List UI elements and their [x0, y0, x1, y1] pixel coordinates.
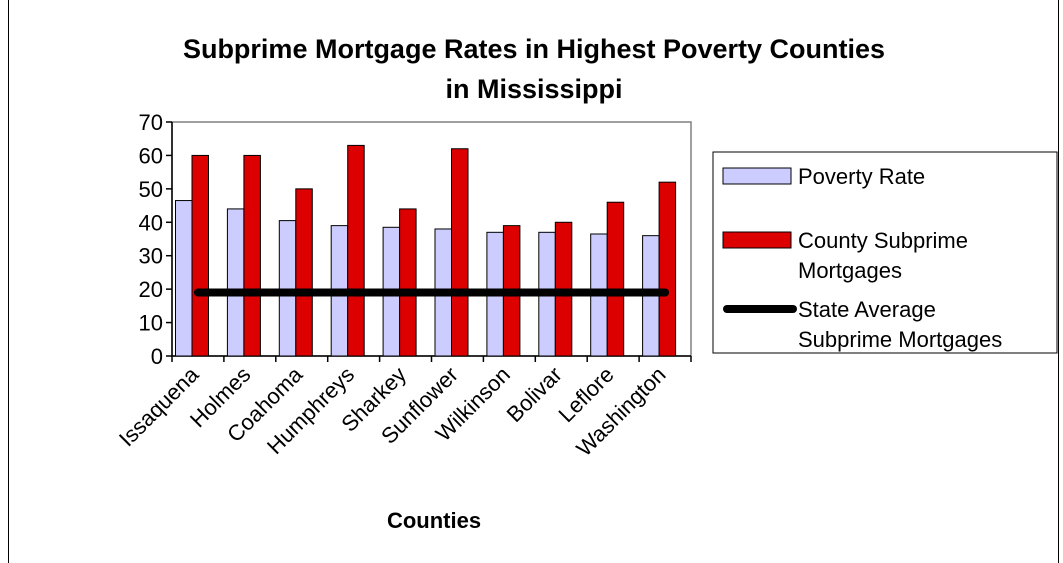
subprime-bar-sunflower: [451, 148, 469, 357]
poverty-rate-bar-holmes: [226, 208, 245, 357]
y-tick-label: 20: [139, 277, 163, 302]
subprime-bar-humphreys: [347, 144, 365, 357]
bars: [171, 144, 692, 362]
chart-frame: [8, 0, 1059, 563]
chart-title-line-2: in Mississippi: [445, 74, 622, 104]
legend-swatch-1: [722, 231, 792, 249]
chart-title: Subprime Mortgage Rates in Highest Pover…: [183, 34, 885, 104]
subprime-bar-holmes: [243, 154, 261, 357]
x-axis-tick-labels: IssaquenaHolmesCoahomaHumphreysSharkeySu…: [114, 361, 671, 461]
poverty-rate-bar-coahoma: [278, 220, 297, 357]
y-tick-label: 50: [139, 177, 163, 202]
subprime-bar-coahoma: [295, 188, 313, 357]
legend-label-2-line-1: Subprime Mortgages: [798, 327, 1002, 352]
y-axis: 0 10 20 30 40 50 60 70: [139, 110, 691, 369]
subprime-bar-leflore: [606, 201, 625, 357]
x-tick-label-bolivar: Bolivar: [502, 362, 567, 427]
y-tick-label: 30: [139, 244, 163, 269]
chart-title-line-1: Subprime Mortgage Rates in Highest Pover…: [183, 34, 885, 64]
legend-box: [712, 151, 1058, 354]
legend-swatch-0: [722, 167, 792, 185]
legend-label-1-line-0: County Subprime: [798, 228, 968, 253]
legend-label-2-line-0: State Average: [798, 297, 936, 322]
legend-label-0-line-0: Poverty Rate: [798, 164, 925, 189]
legend: Poverty Rate County Subprime Mortgages Stat…: [712, 151, 1058, 354]
subprime-bar-washington: [658, 181, 677, 357]
y-tick-label: 70: [139, 110, 163, 135]
y-tick-label: 60: [139, 143, 163, 168]
subprime-bar-issaquena: [191, 154, 209, 357]
x-tick-label-issaquena: Issaquena: [114, 361, 204, 451]
x-axis-label: Counties: [387, 508, 481, 533]
y-tick-label: 0: [151, 344, 163, 369]
subprime-bar-sharkey: [399, 208, 417, 357]
poverty-rate-bar-issaquena: [175, 200, 193, 357]
legend-label-1-line-1: Mortgages: [798, 258, 902, 283]
y-tick-label: 10: [139, 311, 163, 336]
y-tick-label: 40: [139, 210, 163, 235]
